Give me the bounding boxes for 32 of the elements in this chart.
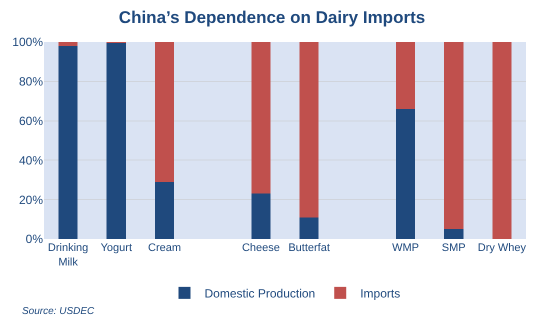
- bar: [251, 194, 271, 239]
- x-tick-label: Cheese: [242, 242, 280, 254]
- bar: [444, 42, 464, 230]
- bar: [58, 42, 78, 46]
- x-tick-label: Drinking Milk: [48, 242, 88, 268]
- bar: [444, 229, 464, 239]
- y-tick-label: 40%: [18, 153, 44, 168]
- bar: [299, 42, 319, 218]
- x-tick-label: SMP: [442, 242, 466, 254]
- x-tick-label: Butterfat: [288, 242, 330, 254]
- x-tick-label: WMP: [392, 242, 419, 254]
- bar: [154, 42, 174, 182]
- y-tick-label: 60%: [18, 114, 44, 128]
- x-tick-label: Yogurt: [100, 242, 132, 254]
- chart-title: China’s Dependence on Dairy Imports: [118, 8, 426, 28]
- y-tick-label: 80%: [18, 74, 44, 89]
- bar: [396, 108, 416, 239]
- bar: [396, 42, 416, 109]
- bar: [299, 217, 319, 239]
- bar: [106, 42, 126, 239]
- bar: [251, 42, 271, 194]
- y-tick-label: 0%: [26, 232, 44, 246]
- x-tick-label: Dry Whey: [478, 242, 527, 254]
- source-note: Source: USDEC: [22, 306, 96, 317]
- y-tick-label: 20%: [18, 192, 44, 207]
- bar: [492, 42, 512, 239]
- bar: [154, 182, 174, 239]
- legend-label: Imports: [360, 286, 400, 301]
- y-tick-label: 100%: [12, 35, 44, 50]
- x-tick-label: Cream: [148, 242, 182, 254]
- legend-label: Domestic Production: [204, 286, 316, 301]
- bar: [58, 46, 78, 239]
